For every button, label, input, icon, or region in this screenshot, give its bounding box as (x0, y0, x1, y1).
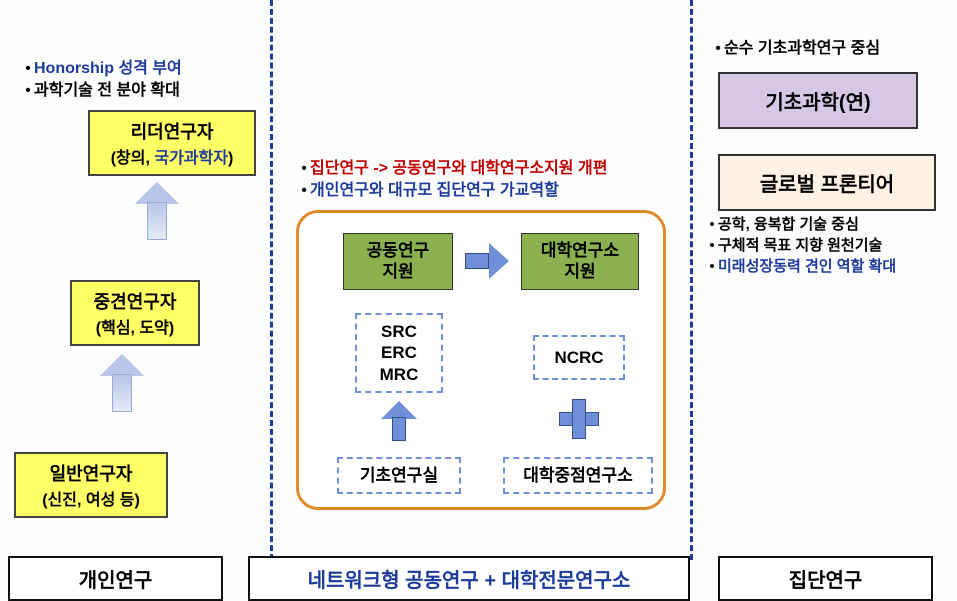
center-bullet-1: • 집단연구 -> 공동연구와 대학연구소지원 개편 (298, 158, 607, 180)
bottom-title-group: 집단연구 (718, 556, 933, 601)
box-base-line1: 일반연구자 (26, 460, 156, 486)
box-mid-line2: (핵심, 도약) (82, 314, 188, 338)
left-bullet-2-text: 과학기술 전 분야 확대 (34, 80, 180, 102)
center-bullet-1-text: 집단연구 -> 공동연구와 대학연구소지원 개편 (310, 158, 607, 180)
box-leader-researcher: 리더연구자 (창의, 국가과학자) (88, 110, 256, 176)
arrow-up-icon (381, 401, 417, 441)
center-bullet-2-text: 개인연구와 대규모 집단연구 가교역할 (310, 180, 559, 202)
bullet-dot-icon: • (706, 214, 718, 235)
right-bottom-bullet-2: • 구체적 목표 지향 원천기술 (706, 235, 952, 256)
col-group-research: • 순수 기초과학연구 중심 기초과학(연) 글로벌 프론티어 • 공학, 융복… (690, 0, 957, 601)
right-bottom-bullet-2-text: 구체적 목표 지향 원천기술 (718, 235, 882, 256)
dash-box-src-erc-mrc: SRC ERC MRC (355, 313, 443, 393)
col-network-research: • 집단연구 -> 공동연구와 대학연구소지원 개편 • 개인연구와 대규모 집… (270, 0, 690, 601)
right-bottom-bullet-3-text: 미래성장동력 견인 역할 확대 (718, 256, 896, 277)
center-container: 공동연구 지원 대학연구소 지원 SRC ERC MRC NCRC 기초연구실 (296, 210, 666, 510)
left-bullet-1-text: Honorship 성격 부여 (34, 58, 182, 80)
arrow-up-icon (100, 354, 144, 412)
box-leader-line2: (창의, 국가과학자) (100, 144, 244, 168)
plus-icon (559, 399, 599, 439)
dash-box-basic-lab: 기초연구실 (337, 457, 461, 494)
right-bottom-bullet-1-text: 공학, 융복합 기술 중심 (718, 214, 859, 235)
bullet-dot-icon: • (706, 256, 718, 277)
right-top-bullet-1: • 순수 기초과학연구 중심 (712, 38, 880, 60)
bottom-title-network: 네트워크형 공동연구 + 대학전문연구소 (248, 556, 690, 601)
box-global-frontier: 글로벌 프론티어 (718, 154, 936, 211)
right-bottom-bullet-3: • 미래성장동력 견인 역할 확대 (706, 256, 952, 277)
box-mid-researcher: 중견연구자 (핵심, 도약) (70, 280, 200, 346)
green-box-joint-research: 공동연구 지원 (343, 233, 453, 290)
bullet-dot-icon: • (712, 38, 724, 60)
bullet-dot-icon: • (706, 235, 718, 256)
right-top-bullet-1-text: 순수 기초과학연구 중심 (724, 38, 880, 60)
box-basic-science: 기초과학(연) (718, 72, 918, 129)
left-bullet-2: • 과학기술 전 분야 확대 (22, 80, 182, 102)
box-leader-line1: 리더연구자 (100, 118, 244, 144)
bullet-dot-icon: • (298, 180, 310, 202)
dash-box-univ-focus-inst: 대학중점연구소 (503, 457, 653, 494)
bullet-dot-icon: • (298, 158, 310, 180)
arrow-right-icon (465, 243, 511, 279)
dash-box-ncrc: NCRC (533, 335, 625, 380)
left-bullet-1: • Honorship 성격 부여 (22, 58, 182, 80)
bottom-title-individual: 개인연구 (8, 556, 223, 601)
green-box-univ-institute: 대학연구소 지원 (521, 233, 639, 290)
box-base-researcher: 일반연구자 (신진, 여성 등) (14, 452, 168, 518)
box-base-line2: (신진, 여성 등) (26, 486, 156, 510)
arrow-up-icon (135, 182, 179, 240)
bullet-dot-icon: • (22, 80, 34, 102)
col-individual-research: • Honorship 성격 부여 • 과학기술 전 분야 확대 리더연구자 (… (0, 0, 270, 601)
box-mid-line1: 중견연구자 (82, 288, 188, 314)
bullet-dot-icon: • (22, 58, 34, 80)
center-bullet-2: • 개인연구와 대규모 집단연구 가교역할 (298, 180, 607, 202)
right-bottom-bullet-1: • 공학, 융복합 기술 중심 (706, 214, 952, 235)
